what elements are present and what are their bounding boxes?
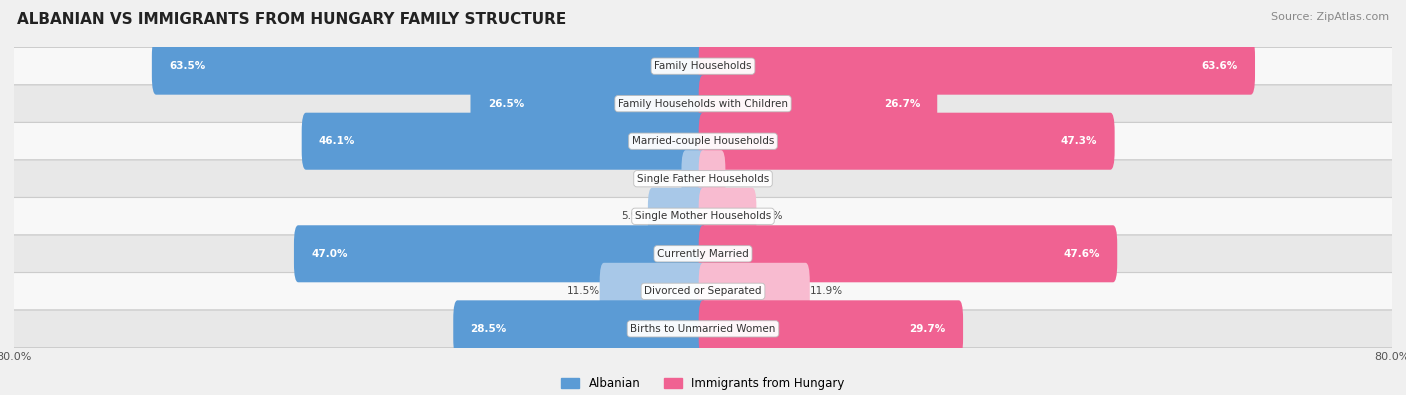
Text: 28.5%: 28.5% — [471, 324, 506, 334]
Text: 26.7%: 26.7% — [883, 99, 920, 109]
Text: Source: ZipAtlas.com: Source: ZipAtlas.com — [1271, 12, 1389, 22]
FancyBboxPatch shape — [599, 263, 707, 320]
FancyBboxPatch shape — [699, 263, 810, 320]
FancyBboxPatch shape — [682, 150, 707, 207]
Text: 63.6%: 63.6% — [1202, 61, 1237, 71]
FancyBboxPatch shape — [13, 273, 1393, 310]
FancyBboxPatch shape — [699, 300, 963, 357]
FancyBboxPatch shape — [13, 47, 1393, 85]
FancyBboxPatch shape — [13, 160, 1393, 198]
FancyBboxPatch shape — [453, 300, 707, 357]
FancyBboxPatch shape — [699, 38, 1256, 95]
Legend: Albanian, Immigrants from Hungary: Albanian, Immigrants from Hungary — [561, 377, 845, 390]
Text: 2.1%: 2.1% — [725, 174, 752, 184]
Text: 5.7%: 5.7% — [756, 211, 783, 221]
Text: Family Households with Children: Family Households with Children — [619, 99, 787, 109]
Text: Family Households: Family Households — [654, 61, 752, 71]
Text: 63.5%: 63.5% — [169, 61, 205, 71]
FancyBboxPatch shape — [302, 113, 707, 170]
Text: 46.1%: 46.1% — [319, 136, 356, 146]
FancyBboxPatch shape — [294, 225, 707, 282]
FancyBboxPatch shape — [13, 122, 1393, 160]
Text: ALBANIAN VS IMMIGRANTS FROM HUNGARY FAMILY STRUCTURE: ALBANIAN VS IMMIGRANTS FROM HUNGARY FAMI… — [17, 12, 567, 27]
Text: 2.0%: 2.0% — [655, 174, 682, 184]
Text: 26.5%: 26.5% — [488, 99, 524, 109]
Text: 11.5%: 11.5% — [567, 286, 599, 296]
Text: 11.9%: 11.9% — [810, 286, 844, 296]
Text: Married-couple Households: Married-couple Households — [631, 136, 775, 146]
Text: 47.0%: 47.0% — [311, 249, 347, 259]
FancyBboxPatch shape — [13, 85, 1393, 122]
FancyBboxPatch shape — [13, 310, 1393, 348]
Text: 29.7%: 29.7% — [910, 324, 946, 334]
FancyBboxPatch shape — [699, 225, 1118, 282]
FancyBboxPatch shape — [699, 75, 938, 132]
FancyBboxPatch shape — [13, 235, 1393, 273]
Text: Divorced or Separated: Divorced or Separated — [644, 286, 762, 296]
FancyBboxPatch shape — [13, 198, 1393, 235]
Text: Births to Unmarried Women: Births to Unmarried Women — [630, 324, 776, 334]
Text: 47.6%: 47.6% — [1063, 249, 1099, 259]
FancyBboxPatch shape — [152, 38, 707, 95]
Text: 47.3%: 47.3% — [1062, 136, 1098, 146]
FancyBboxPatch shape — [471, 75, 707, 132]
FancyBboxPatch shape — [648, 188, 707, 245]
Text: Single Mother Households: Single Mother Households — [636, 211, 770, 221]
Text: 5.9%: 5.9% — [621, 211, 648, 221]
FancyBboxPatch shape — [699, 113, 1115, 170]
Text: Currently Married: Currently Married — [657, 249, 749, 259]
FancyBboxPatch shape — [699, 188, 756, 245]
Text: Single Father Households: Single Father Households — [637, 174, 769, 184]
FancyBboxPatch shape — [699, 150, 725, 207]
